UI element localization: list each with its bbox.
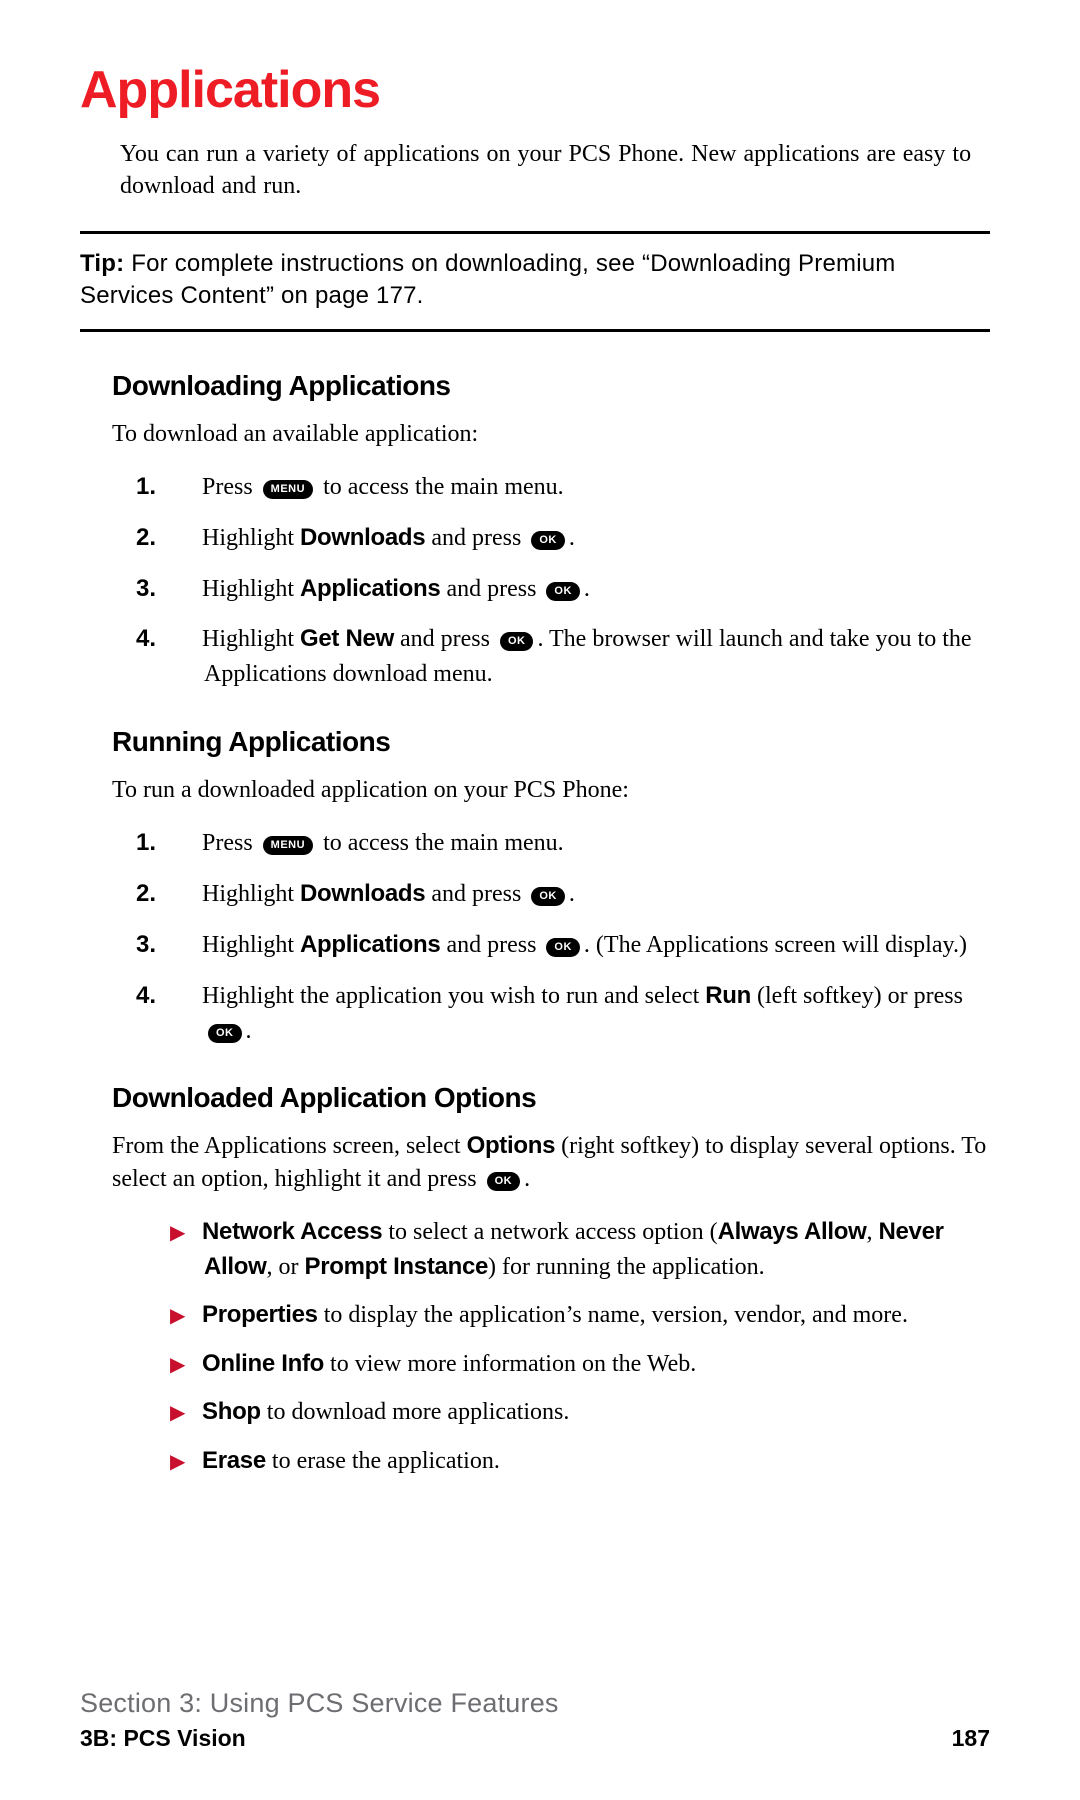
step-text: Highlight [202, 932, 300, 958]
ui-term: Downloads [300, 880, 425, 907]
bullet-arrow-icon: ▶ [170, 1219, 196, 1247]
option-name: Online Info [202, 1350, 324, 1377]
bullet-arrow-icon: ▶ [170, 1351, 196, 1379]
option-text: to erase the application. [266, 1448, 500, 1474]
step-number: 3. [170, 928, 196, 963]
step-text: and press [440, 576, 542, 602]
page-footer: Section 3: Using PCS Service Features 3B… [80, 1688, 990, 1752]
option-text: ) for running the application. [488, 1254, 765, 1280]
tip-label: Tip: [80, 250, 124, 277]
ui-term: Applications [300, 931, 440, 958]
options-list: ▶ Network Access to select a network acc… [80, 1215, 990, 1479]
option-name: Properties [202, 1301, 318, 1328]
bullet-arrow-icon: ▶ [170, 1399, 196, 1427]
intro-text: You can run a variety of applications on… [120, 138, 990, 203]
tip-box: Tip: For complete instructions on downlo… [80, 231, 990, 332]
option-text: , or [267, 1254, 305, 1280]
step-number: 1. [170, 470, 196, 505]
heading-running: Running Applications [112, 726, 990, 758]
heading-options: Downloaded Application Options [112, 1082, 990, 1114]
step: 3. Highlight Applications and press OK. … [80, 928, 990, 963]
option-name: Erase [202, 1447, 266, 1474]
running-steps: 1. Press MENU to access the main menu. 2… [80, 826, 990, 1048]
tip-text: Tip: For complete instructions on downlo… [80, 248, 990, 313]
step: 3. Highlight Applications and press OK. [80, 572, 990, 607]
step: 4. Highlight Get New and press OK. The b… [80, 622, 990, 692]
option-item: ▶ Online Info to view more information o… [80, 1347, 990, 1382]
option-text: to download more applications. [261, 1399, 570, 1425]
bullet-arrow-icon: ▶ [170, 1448, 196, 1476]
ui-term: Applications [300, 575, 440, 602]
step-number: 4. [170, 622, 196, 657]
menu-key-icon: MENU [263, 836, 313, 855]
step-text: and press [425, 881, 527, 907]
footer-section: Section 3: Using PCS Service Features [80, 1688, 990, 1719]
option-item: ▶ Network Access to select a network acc… [80, 1215, 990, 1284]
ui-term: Run [705, 982, 751, 1009]
option-name: Shop [202, 1398, 261, 1425]
option-item: ▶ Properties to display the application’… [80, 1298, 990, 1333]
step-text: and press [440, 932, 542, 958]
step-text: . [246, 1018, 252, 1044]
page-number: 187 [952, 1725, 990, 1752]
lead-text: From the Applications screen, select [112, 1133, 467, 1159]
step-number: 4. [170, 979, 196, 1014]
ui-term: Prompt Instance [305, 1253, 489, 1280]
downloading-steps: 1. Press MENU to access the main menu. 2… [80, 470, 990, 692]
ok-key-icon: OK [531, 531, 565, 550]
step-text: Highlight [202, 525, 300, 551]
option-text: , [866, 1219, 878, 1245]
step-text: Highlight [202, 881, 300, 907]
step: 4. Highlight the application you wish to… [80, 979, 990, 1049]
running-lead: To run a downloaded application on your … [112, 774, 990, 806]
bullet-arrow-icon: ▶ [170, 1302, 196, 1330]
step-number: 2. [170, 521, 196, 556]
step-text: and press [394, 626, 496, 652]
step-text: . [569, 881, 575, 907]
step-number: 1. [170, 826, 196, 861]
step-text: Press [202, 474, 259, 500]
lead-text: . [524, 1166, 530, 1192]
step: 2. Highlight Downloads and press OK. [80, 877, 990, 912]
heading-downloading: Downloading Applications [112, 370, 990, 402]
footer-subsection: 3B: PCS Vision [80, 1725, 246, 1752]
ui-term: Get New [300, 625, 394, 652]
option-text: to select a network access option ( [382, 1219, 717, 1245]
step: 1. Press MENU to access the main menu. [80, 470, 990, 505]
ui-term: Downloads [300, 524, 425, 551]
step-text: Highlight [202, 626, 300, 652]
ok-key-icon: OK [546, 938, 580, 957]
ui-term: Always Allow [718, 1218, 867, 1245]
ui-term: Options [467, 1132, 556, 1159]
step-text: to access the main menu. [317, 474, 564, 500]
step-number: 2. [170, 877, 196, 912]
step-number: 3. [170, 572, 196, 607]
step-text: Highlight the application you wish to ru… [202, 983, 705, 1009]
option-text: to display the application’s name, versi… [318, 1302, 908, 1328]
ok-key-icon: OK [531, 887, 565, 906]
step: 2. Highlight Downloads and press OK. [80, 521, 990, 556]
step-text: (left softkey) or press [751, 983, 963, 1009]
step-text: . [584, 576, 590, 602]
page-title: Applications [80, 60, 990, 120]
step-text: and press [425, 525, 527, 551]
menu-key-icon: MENU [263, 480, 313, 499]
step: 1. Press MENU to access the main menu. [80, 826, 990, 861]
ok-key-icon: OK [500, 632, 534, 651]
option-text: to view more information on the Web. [324, 1351, 696, 1377]
option-item: ▶ Erase to erase the application. [80, 1444, 990, 1479]
step-text: to access the main menu. [317, 830, 564, 856]
tip-body: For complete instructions on downloading… [80, 250, 895, 309]
ok-key-icon: OK [487, 1172, 521, 1191]
downloading-lead: To download an available application: [112, 418, 990, 450]
option-name: Network Access [202, 1218, 382, 1245]
ok-key-icon: OK [208, 1024, 242, 1043]
options-lead: From the Applications screen, select Opt… [112, 1130, 990, 1195]
step-text: Highlight [202, 576, 300, 602]
step-text: Press [202, 830, 259, 856]
ok-key-icon: OK [546, 582, 580, 601]
step-text: . [569, 525, 575, 551]
option-item: ▶ Shop to download more applications. [80, 1395, 990, 1430]
step-text: . (The Applications screen will display.… [584, 932, 967, 958]
